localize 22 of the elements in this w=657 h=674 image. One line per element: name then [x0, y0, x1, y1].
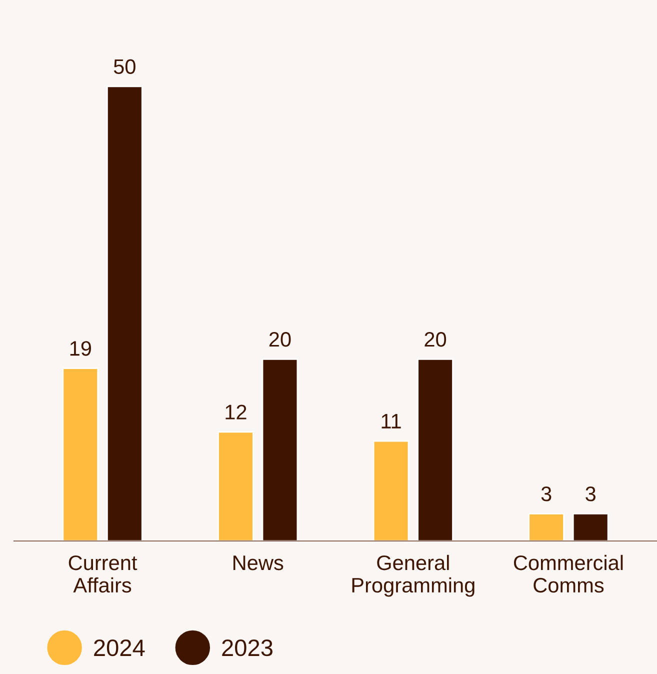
data-label: 3 [541, 486, 552, 502]
data-label: 12 [226, 404, 246, 420]
data-label: 20 [424, 332, 446, 347]
bar [417, 358, 454, 541]
bar [572, 513, 609, 541]
legend-label: 2024 [94, 639, 145, 656]
legend-label: 2023 [222, 639, 272, 656]
data-label: 3 [586, 486, 596, 502]
bar [372, 440, 410, 541]
x-tick-label: Current Affairs [68, 555, 138, 593]
data-label: 19 [70, 341, 91, 356]
bar [106, 86, 143, 541]
bar [528, 513, 565, 541]
x-tick-label: News [234, 556, 284, 570]
data-label: 11 [382, 414, 401, 428]
bar [62, 368, 99, 541]
data-label: 20 [269, 332, 291, 347]
x-tick-label: General Programming [352, 554, 474, 597]
x-tick-label: Commercial Comms [514, 554, 623, 593]
bar [218, 431, 254, 541]
data-label: 50 [114, 59, 136, 74]
bar [262, 358, 298, 541]
